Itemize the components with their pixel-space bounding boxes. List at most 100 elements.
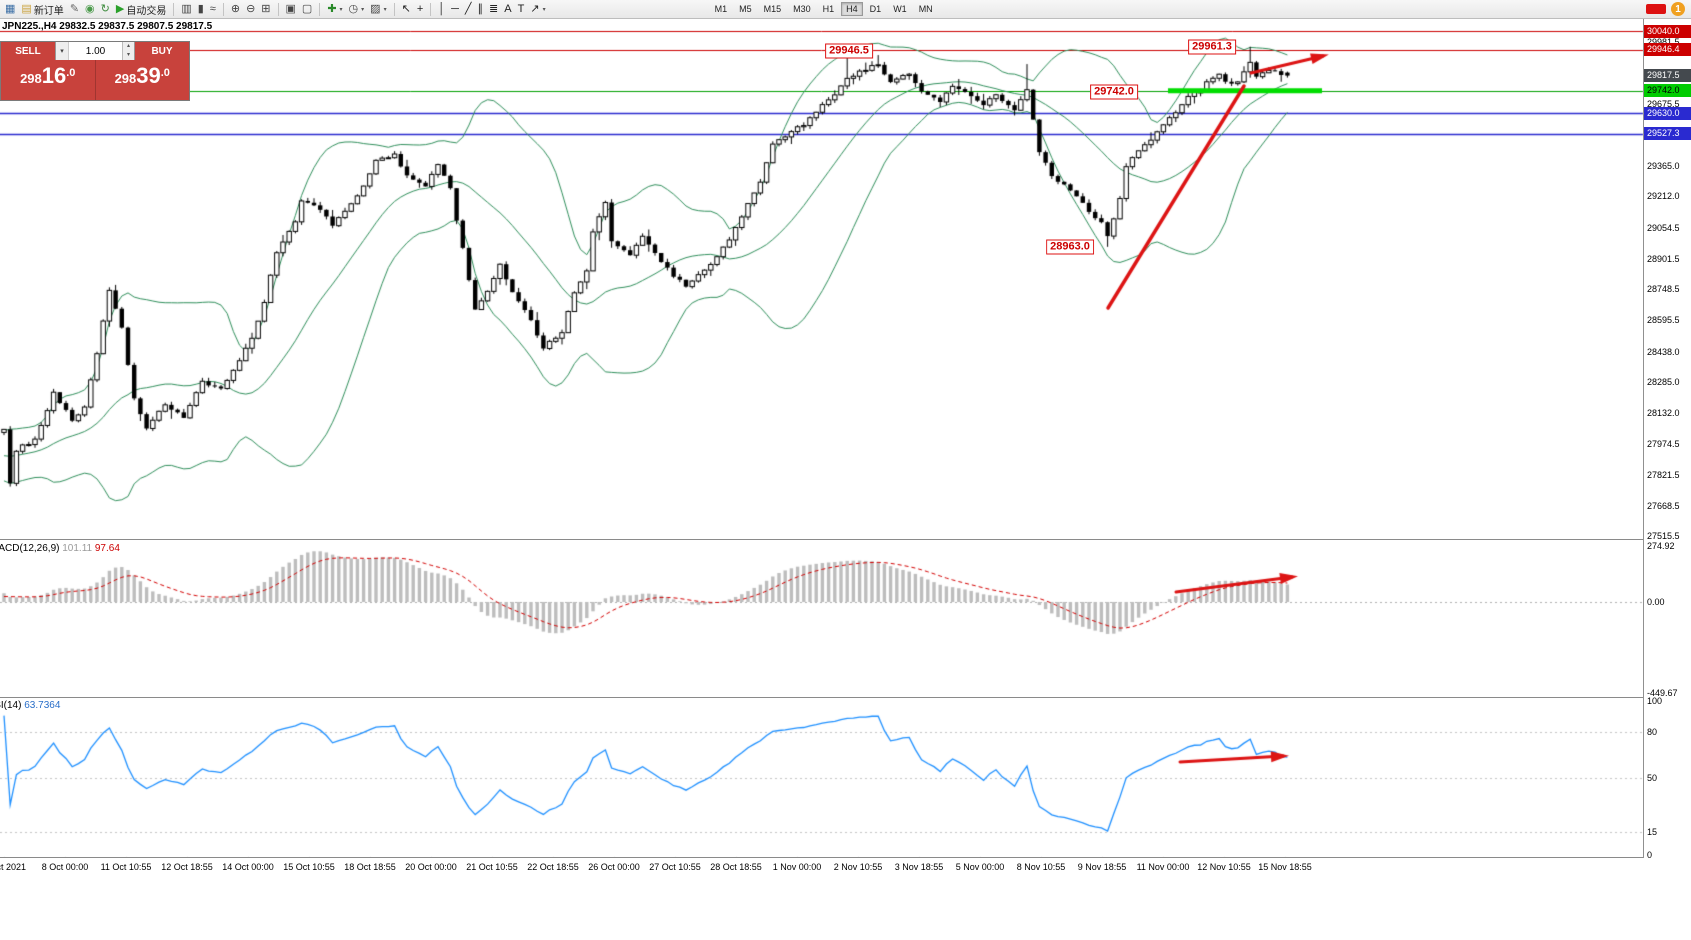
price-axis-label: 28132.0	[1647, 407, 1680, 418]
crosshair-icon: +	[416, 2, 424, 15]
autotrading-button[interactable]: ▶ 自动交易	[113, 1, 169, 18]
new-order-button[interactable]: ▤ 新订单	[18, 1, 66, 18]
grid-icon[interactable]: ⊞	[258, 1, 273, 18]
toolbar-separator	[277, 2, 279, 16]
price-annotation: 29742.0	[1090, 84, 1138, 100]
autotrading-button-label: 自动交易	[126, 5, 167, 17]
fibonacci-icon[interactable]: ≣	[486, 1, 501, 18]
periods-clock-icon[interactable]: ◷ ▾	[346, 1, 368, 18]
refresh-icon[interactable]: ↻	[98, 1, 113, 18]
time-axis-label: 1 Nov 00:00	[772, 862, 822, 872]
toolbar-right: 1	[1646, 2, 1685, 16]
macd-main-value: 101.11	[62, 543, 93, 554]
time-axis-label: 15 Oct 10:55	[283, 862, 335, 872]
label-icon[interactable]: T	[515, 1, 528, 18]
time-axis-label: 7 Oct 2021	[0, 862, 27, 872]
indicators-add-icon[interactable]: ✚ ▾	[324, 1, 345, 18]
rsi-scale-label: 0	[1647, 850, 1653, 860]
timeframe-m30[interactable]: M30	[793, 4, 811, 14]
time-axis[interactable]: 7 Oct 2021 8 Oct 00:00 11 Oct 10:55 12 Oct …	[0, 858, 1643, 876]
new-chart-icon: ▦	[5, 2, 16, 15]
volume-decrease-button[interactable]: ▾	[123, 51, 134, 60]
alert-badge-icon[interactable]	[1646, 4, 1666, 14]
cascade-windows-icon[interactable]: ▢	[299, 1, 315, 18]
price-axis-label: 28438.0	[1647, 346, 1680, 357]
chevron-down-icon[interactable]: ▾	[339, 6, 343, 13]
buy-button[interactable]: BUY	[135, 42, 189, 60]
autotrading-button: ▶	[115, 2, 125, 15]
toolbar-separator	[319, 2, 321, 16]
chart-profiles-icon[interactable]: ✎	[67, 1, 82, 18]
cursor-icon[interactable]: ↖	[399, 1, 414, 18]
timeframe-m15[interactable]: M15	[763, 4, 782, 14]
time-axis-label: 26 Oct 00:00	[588, 862, 640, 872]
one-click-trading-panel: SELL ▾ 1.00 ▴ ▾ BUY 298 16.0 298 39.0	[0, 41, 190, 101]
fibonacci-icon: ≣	[489, 2, 499, 15]
vertical-line-icon[interactable]: │	[435, 1, 448, 18]
arrows-icon[interactable]: ↗ ▾	[527, 1, 548, 18]
zoom-out-icon[interactable]: ⊖	[243, 1, 258, 18]
panel-separator[interactable]	[0, 697, 1691, 698]
tile-windows-icon[interactable]: ▣	[283, 1, 299, 18]
trendline-icon[interactable]: ╱	[462, 1, 475, 18]
timeframe-h4[interactable]: H4	[841, 2, 863, 16]
price-axis-label: 28595.5	[1647, 314, 1680, 325]
line-chart-icon[interactable]: ≈	[207, 1, 219, 18]
rsi-name: RSI(14)	[0, 700, 22, 711]
price-axis-label: 29981.5	[1647, 37, 1680, 48]
price-tag: 29742.0	[1644, 84, 1691, 98]
timeframe-group: M1 M5 M15 M30 H1 H4 D1 W1 MN	[709, 2, 939, 16]
bar-chart-icon[interactable]: ▥	[178, 1, 194, 18]
templates-icon: ▨	[370, 2, 381, 15]
periods-clock-icon: ◷	[348, 2, 359, 15]
zoom-in-icon[interactable]: ⊕	[228, 1, 243, 18]
toolbar-separator	[222, 2, 224, 16]
toolbar-separator	[393, 2, 395, 16]
timeframe-w1[interactable]: W1	[893, 4, 907, 14]
crosshair-icon[interactable]: +	[414, 1, 426, 18]
channel-icon[interactable]: ∥	[475, 1, 487, 18]
timeframe-d1[interactable]: D1	[869, 4, 882, 14]
rsi-scale-label: 80	[1647, 726, 1658, 737]
favorites-icon[interactable]: ◉	[82, 1, 98, 18]
timeframe-m1[interactable]: M1	[714, 4, 728, 14]
panel-separator[interactable]	[0, 539, 1691, 540]
price-digits: 298	[114, 71, 137, 86]
notification-badge[interactable]: 1	[1671, 2, 1685, 16]
chevron-down-icon[interactable]: ▾	[542, 6, 546, 13]
volume-increase-button[interactable]: ▴	[123, 42, 134, 51]
text-icon[interactable]: A	[501, 1, 514, 18]
bar-chart-icon: ▥	[181, 2, 192, 15]
panel-separator[interactable]	[0, 857, 1691, 858]
chevron-down-icon[interactable]: ▾	[383, 6, 387, 13]
templates-icon[interactable]: ▨ ▾	[367, 1, 389, 18]
timeframe-h1[interactable]: H1	[822, 4, 835, 14]
time-axis-label: 11 Oct 10:55	[100, 862, 152, 872]
price-digits: 39	[136, 63, 161, 88]
horizontal-line-icon[interactable]: ─	[448, 1, 462, 18]
sell-price[interactable]: 298 16.0	[1, 60, 96, 100]
line-chart-icon: ≈	[209, 2, 216, 15]
indicators-add-icon: ✚	[327, 2, 337, 15]
timeframe-m5[interactable]: M5	[739, 4, 752, 14]
sell-button[interactable]: SELL	[1, 42, 55, 60]
buy-price[interactable]: 298 39.0	[95, 60, 189, 100]
price-digits: 16	[41, 63, 67, 88]
timeframe-mn[interactable]: MN	[918, 4, 933, 14]
arrows-icon: ↗	[530, 2, 540, 15]
price-axis[interactable]: 29981.5 29675.5 29365.0 29212.0 29054.5 28901…	[1643, 19, 1691, 860]
rsi-scale-label: 15	[1647, 826, 1658, 837]
cursor-icon: ↖	[401, 2, 411, 15]
volume-dropdown-icon[interactable]: ▾	[56, 42, 69, 60]
chevron-down-icon[interactable]: ▾	[361, 6, 365, 13]
time-axis-label: 8 Nov 10:55	[1016, 862, 1066, 872]
macd-indicator-label: MACD(12,26,9) 101.11 97.64	[0, 543, 120, 554]
time-axis-label: 14 Oct 00:00	[222, 862, 274, 872]
candlestick-chart-icon[interactable]: ▮	[195, 1, 207, 18]
zoom-in-icon: ⊕	[230, 2, 241, 15]
volume-value[interactable]: 1.00	[85, 45, 106, 57]
toolbar: ▦ ▤ 新订单 ✎ ◉ ↻ ▶ 自动交易 ▥ ▮ ≈ ⊕ ⊖ ⊞ ▣ ▢ ✚ ▾ ◷ ▾ ▨ ▾ ↖ + │ ─ ╱ ∥ ≣ A T ↗ ▾ M…	[0, 0, 1691, 19]
volume-input[interactable]: ▾ 1.00 ▴ ▾	[55, 42, 135, 60]
new-chart-icon[interactable]: ▦	[2, 1, 18, 18]
